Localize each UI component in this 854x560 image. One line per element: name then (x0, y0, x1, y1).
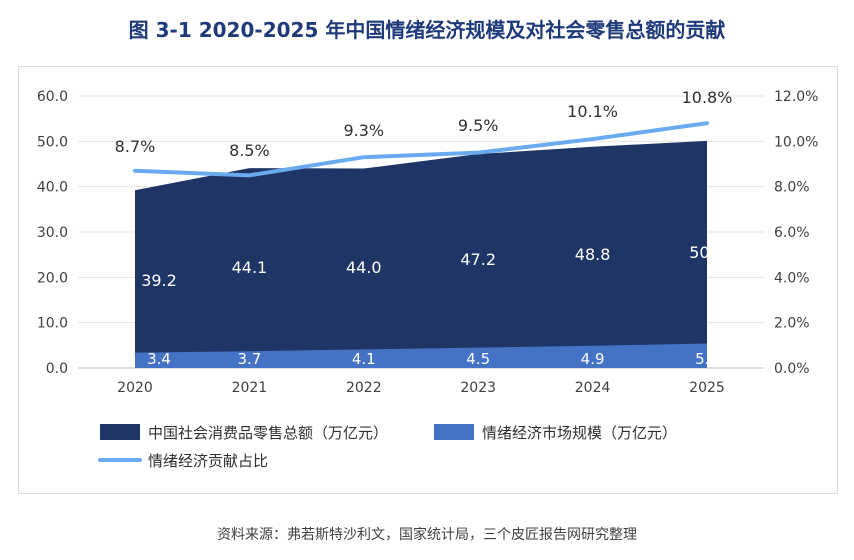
y-left-tick-label: 50.0 (37, 134, 68, 150)
area-layer (135, 140, 707, 368)
data-label-emotion-economy: 4.5 (466, 350, 490, 368)
x-tick-label: 2020 (117, 380, 153, 396)
data-label-emotion-economy: 3.4 (147, 350, 171, 368)
y-left-tick-label: 0.0 (46, 361, 68, 377)
data-label-share: 10.1% (567, 102, 618, 121)
y-right-tick-label: 10.0% (774, 134, 818, 150)
data-label-share: 10.8% (682, 88, 733, 107)
axis-layer: 0.0 10.0 20.0 30.0 40.0 50.0 60.0 0.0% 2.0% 4.0% 6… (37, 89, 819, 396)
legend-label-total-retail: 中国社会消费品零售总额（万亿元） (148, 424, 388, 442)
y-right-tick-label: 0.0% (774, 361, 810, 377)
chart-frame (18, 66, 838, 494)
x-tick-label: 2021 (232, 380, 268, 396)
data-label-total-retail: 44.0 (346, 258, 382, 277)
data-label-emotion-economy: 3.7 (237, 350, 261, 368)
y-right-tick-label: 6.0% (774, 225, 810, 241)
data-label-emotion-economy: 4.9 (581, 350, 605, 368)
area-emotion-economy (135, 343, 707, 368)
x-tick-label: 2023 (460, 380, 496, 396)
data-label-total-retail: 47.2 (460, 250, 496, 269)
area-total-retail (135, 140, 707, 368)
y-left-tick-label: 40.0 (37, 180, 68, 196)
y-right-tick-label: 2.0% (774, 316, 810, 332)
data-label-total-retail: 50.1 (689, 243, 725, 262)
legend-layer: 中国社会消费品零售总额（万亿元） 情绪经济市场规模（万亿元） 情绪经济贡献占比 (98, 424, 677, 470)
legend-swatch-total-retail (100, 424, 140, 440)
y-left-tick-label: 20.0 (37, 270, 68, 286)
line-share (133, 121, 709, 178)
x-tick-label: 2022 (346, 380, 382, 396)
x-tick-label: 2025 (689, 380, 725, 396)
y-left-tick-label: 30.0 (37, 225, 68, 241)
data-label-total-retail: 48.8 (575, 245, 611, 264)
legend-label-share: 情绪经济贡献占比 (148, 452, 268, 470)
data-label-emotion-economy: 5.4 (695, 350, 719, 368)
y-left-tick-label: 10.0 (37, 316, 68, 332)
data-label-share: 9.3% (343, 121, 384, 140)
y-right-tick-label: 8.0% (774, 180, 810, 196)
data-label-share: 9.5% (458, 116, 499, 135)
y-right-tick-label: 4.0% (774, 270, 810, 286)
data-label-total-retail: 44.1 (232, 258, 268, 277)
legend-label-emotion-economy: 情绪经济市场规模（万亿元） (482, 424, 677, 442)
chart-title: 图 3-1 2020-2025 年中国情绪经济规模及对社会零售总额的贡献 (128, 18, 726, 42)
x-tick-label: 2024 (575, 380, 611, 396)
y-left-tick-label: 60.0 (37, 89, 68, 105)
label-layer: 39.2 44.1 44.0 47.2 48.8 50.1 3.4 3.7 4.1 4.5 4.9 5… (115, 88, 733, 368)
data-label-emotion-economy: 4.1 (352, 350, 376, 368)
data-label-total-retail: 39.2 (141, 271, 177, 290)
data-label-share: 8.5% (229, 141, 270, 160)
line-layer (133, 121, 709, 178)
y-right-tick-label: 12.0% (774, 89, 818, 105)
legend-swatch-emotion-economy (434, 424, 474, 440)
source-note: 资料来源：弗若斯特沙利文，国家统计局，三个皮匠报告网研究整理 (217, 527, 637, 543)
data-label-share: 8.7% (115, 137, 156, 156)
